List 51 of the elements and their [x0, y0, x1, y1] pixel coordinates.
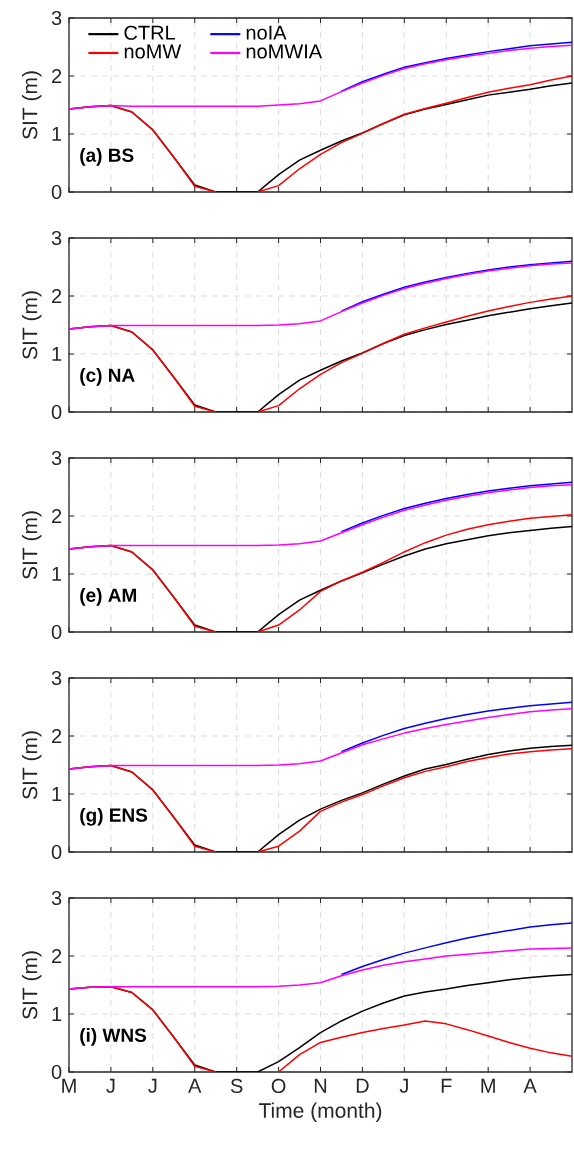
y-tick-label: 3	[51, 230, 62, 246]
text: (e) AM	[80, 587, 137, 606]
y-tick-label: 3	[51, 10, 62, 26]
x-tick-label: M	[62, 1078, 76, 1093]
y-tick-label: 1	[52, 1007, 62, 1021]
y-tick-label: 2	[52, 289, 62, 303]
x-tick-label: A	[523, 1078, 537, 1093]
x-tick-label: A	[188, 1078, 202, 1093]
x-tick-label: O	[271, 1078, 286, 1094]
line-series	[340, 701, 572, 753]
text: (i) WNS	[80, 1027, 147, 1046]
text: (c) NA	[80, 367, 135, 386]
y-tick-label: 1	[52, 347, 62, 361]
y-tick-label: 1	[52, 567, 62, 581]
y-tick-label: 3	[51, 670, 62, 686]
y-axis-title: SIT (m)	[21, 71, 42, 140]
line-series	[340, 481, 572, 533]
y-tick-label: 0	[51, 844, 62, 860]
legend-label: noMWIA	[246, 44, 323, 59]
y-tick-label: 3	[51, 450, 62, 466]
text: (g) ENS	[80, 807, 148, 826]
y-tick-label: 1	[52, 127, 62, 141]
x-tick-label: J	[106, 1078, 115, 1093]
legend-label: noIA	[246, 25, 287, 40]
legend-label: noMW	[124, 44, 182, 59]
y-tick-label: 2	[52, 729, 62, 743]
text: (a) BS	[80, 147, 134, 166]
y-axis-title: SIT (m)	[21, 291, 42, 360]
x-tick-label: F	[441, 1078, 452, 1093]
x-tick-label: J	[399, 1078, 408, 1093]
y-tick-label: 2	[52, 949, 62, 963]
x-tick-label: S	[230, 1078, 243, 1094]
line-series	[340, 41, 572, 92]
y-axis-title: SIT (m)	[21, 731, 42, 800]
x-tick-label: M	[481, 1078, 495, 1093]
y-tick-label: 1	[52, 787, 62, 801]
y-tick-label: 3	[51, 890, 62, 906]
legend-label: CTRL	[124, 25, 176, 40]
y-tick-label: 2	[52, 69, 62, 83]
y-axis-title: SIT (m)	[21, 951, 42, 1020]
line-series	[340, 260, 572, 312]
x-tick-label: D	[356, 1078, 369, 1093]
x-tick-label: N	[314, 1078, 327, 1093]
y-axis-title: SIT (m)	[21, 511, 42, 580]
y-tick-label: 0	[51, 1064, 62, 1080]
x-tick-label: J	[148, 1078, 157, 1093]
y-tick-label: 0	[51, 624, 62, 640]
y-tick-label: 0	[51, 404, 62, 420]
x-axis-title: Time (month)	[258, 1102, 382, 1123]
y-tick-label: 0	[51, 184, 62, 200]
y-tick-label: 2	[52, 509, 62, 523]
